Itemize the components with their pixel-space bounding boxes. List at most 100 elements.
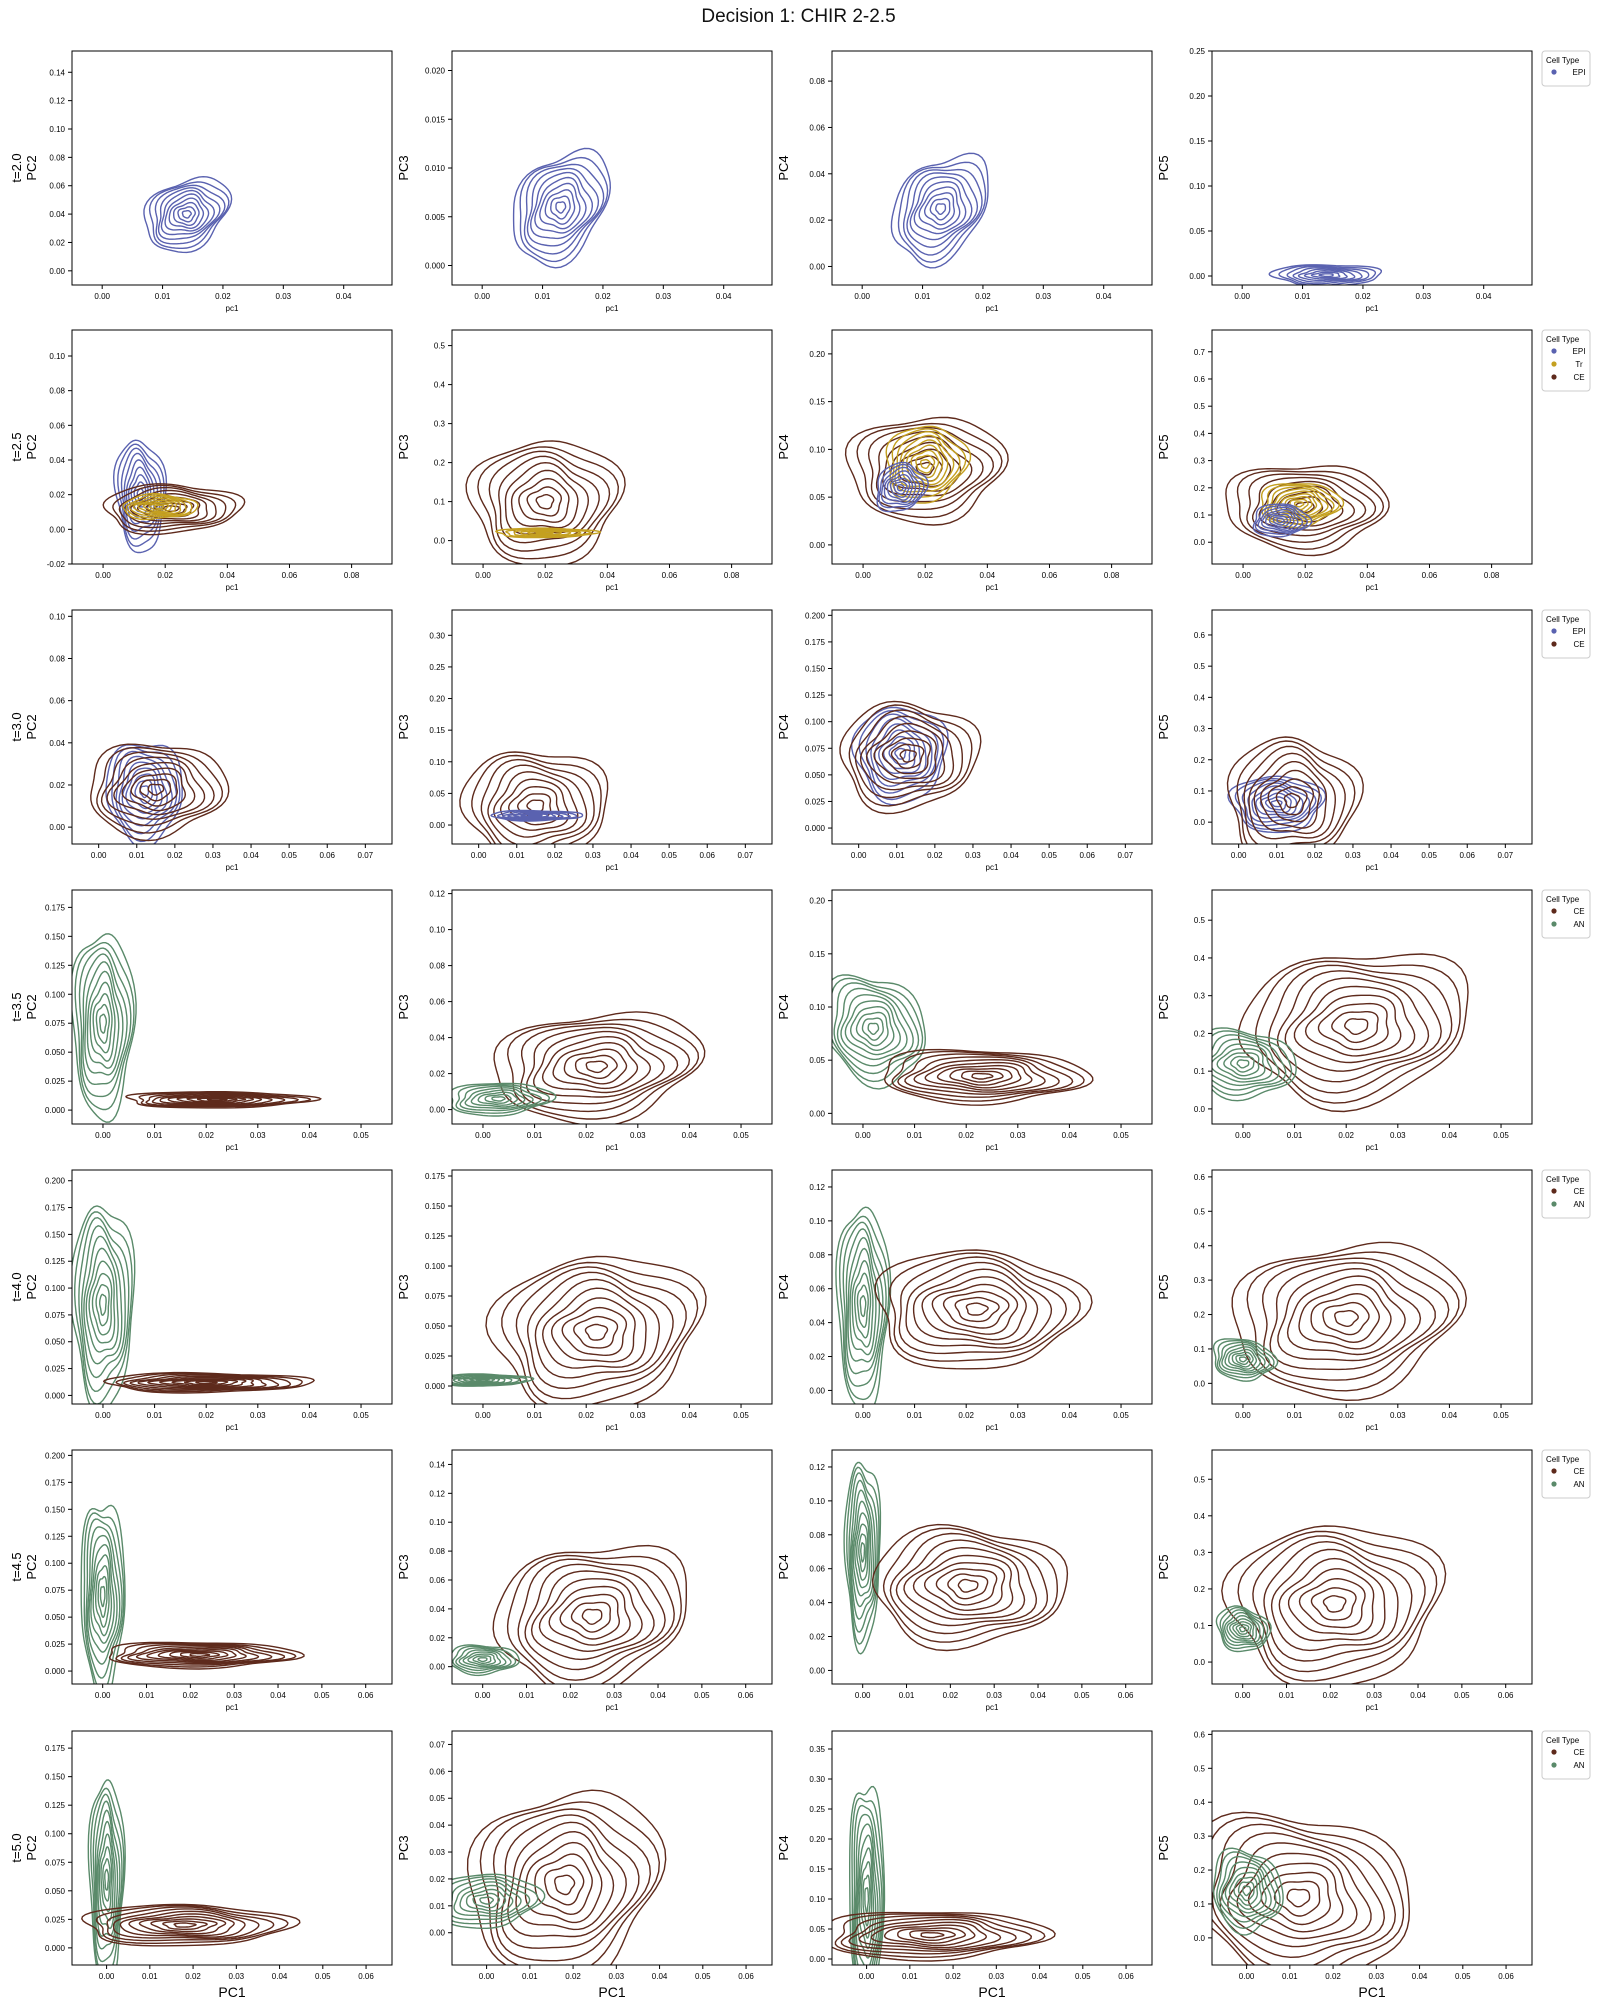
axes-frame bbox=[1211, 329, 1533, 565]
contour-an bbox=[102, 1858, 111, 1902]
subplot-t=5.0-3: 0.00 0.01 0.02 0.03 0.04 0.05 0.06 0.00 0.05 0.10… bbox=[776, 1730, 1153, 2000]
y-tick-label: 0.10 bbox=[809, 1497, 825, 1506]
contour-ce bbox=[137, 1375, 267, 1389]
y-tick-label: 0.5 bbox=[1194, 1764, 1206, 1773]
y-tick-label: 0.4 bbox=[434, 381, 446, 390]
contour-epi bbox=[1286, 265, 1370, 285]
contour-epi bbox=[890, 152, 989, 269]
y-tick-label: 0.1 bbox=[1194, 1622, 1206, 1631]
x-axis-label: pc1 bbox=[226, 1703, 239, 1712]
x-axis-label: pc1 bbox=[606, 1423, 619, 1432]
y-tick-label: 0.000 bbox=[45, 1106, 66, 1115]
contour-an bbox=[80, 1225, 126, 1379]
subplot-t=2.0-2: 0.00 0.01 0.02 0.03 0.04 0.000 0.005 0.010 0.015… bbox=[396, 50, 773, 313]
x-tick-label: 0.01 bbox=[902, 1972, 918, 1981]
contour-epi bbox=[876, 461, 929, 513]
contour-epi bbox=[918, 186, 961, 230]
contour-ce bbox=[146, 1647, 247, 1663]
contour-an bbox=[91, 1272, 113, 1336]
contour-ce bbox=[832, 1911, 1056, 1962]
legend-title: Cell Type bbox=[1546, 895, 1580, 904]
contour-ce bbox=[1236, 740, 1356, 844]
y-tick-label: 0.075 bbox=[45, 1311, 66, 1320]
contour-an bbox=[1215, 1605, 1272, 1653]
contour-epi bbox=[1234, 777, 1323, 830]
y-tick-label: 0.000 bbox=[45, 1667, 66, 1676]
x-tick-label: 0.02 bbox=[1297, 571, 1313, 580]
contour-epi bbox=[1276, 517, 1285, 524]
contour-an bbox=[452, 1373, 535, 1387]
x-tick-label: 0.06 bbox=[1459, 851, 1475, 860]
contour-ce bbox=[526, 486, 563, 517]
x-tick-label: 0.02 bbox=[198, 1411, 214, 1420]
contour-an bbox=[851, 1260, 874, 1348]
legend-marker-an bbox=[1551, 921, 1557, 927]
contour-ce bbox=[574, 1054, 618, 1080]
contour-epi bbox=[883, 470, 917, 504]
y-tick-label: 0.07 bbox=[429, 1740, 445, 1749]
contour-epi bbox=[136, 488, 144, 502]
contour-ce bbox=[1246, 1251, 1460, 1392]
contour-epi bbox=[164, 193, 210, 232]
y-tick-label: 0.075 bbox=[45, 1858, 66, 1867]
contour-an bbox=[836, 987, 914, 1067]
contour-epi bbox=[1268, 513, 1292, 529]
y-tick-label: 0.000 bbox=[425, 1382, 446, 1391]
contour-ce bbox=[904, 1056, 1060, 1095]
y-tick-label: 0.0 bbox=[434, 537, 446, 546]
contour-epi bbox=[1257, 506, 1304, 533]
subplot-t=3.0-2: 0.00 0.01 0.02 0.03 0.04 0.05 0.06 0.07 0.00 0.05… bbox=[396, 609, 773, 872]
contour-ce bbox=[90, 743, 230, 842]
contour-epi bbox=[1252, 503, 1313, 538]
contour-ce bbox=[183, 1379, 229, 1386]
contour-an bbox=[84, 961, 124, 1076]
y-tick-label: 0.14 bbox=[49, 68, 65, 77]
contour-ce bbox=[1322, 1301, 1370, 1336]
x-tick-label: 0.04 bbox=[1030, 1691, 1046, 1700]
y-tick-label: 0.08 bbox=[809, 1531, 825, 1540]
y-tick-label: 0.2 bbox=[1194, 1029, 1206, 1038]
x-tick-label: 0.02 bbox=[563, 1691, 579, 1700]
axes-frame bbox=[451, 889, 773, 1125]
y-tick-label: 0.04 bbox=[429, 1605, 445, 1614]
contour-ce bbox=[147, 783, 165, 796]
y-tick-label: 0.2 bbox=[1194, 1866, 1206, 1875]
y-tick-label: 0.175 bbox=[45, 1744, 66, 1753]
contour-an bbox=[99, 1585, 106, 1608]
x-tick-label: 0.08 bbox=[1104, 571, 1120, 580]
y-tick-label: 0.2 bbox=[1194, 1585, 1206, 1594]
y-tick-label: 0.02 bbox=[429, 1634, 445, 1643]
contour-ce bbox=[139, 778, 172, 802]
contour-ce bbox=[492, 1808, 652, 1962]
contour-ce bbox=[534, 1278, 661, 1379]
y-tick-label: 0.6 bbox=[1194, 631, 1206, 640]
contour-ce bbox=[526, 1271, 674, 1390]
y-tick-label: 0.3 bbox=[434, 420, 446, 429]
x-tick-label: 0.05 bbox=[694, 1691, 710, 1700]
x-tick-label: 0.01 bbox=[915, 292, 931, 301]
x-tick-label: 0.02 bbox=[215, 292, 231, 301]
y-tick-label: 0.12 bbox=[809, 1183, 825, 1192]
x-tick-label: 0.04 bbox=[220, 571, 236, 580]
y-tick-label: 0.06 bbox=[49, 421, 65, 430]
y-tick-label: 0.10 bbox=[809, 1003, 825, 1012]
contour-ce bbox=[554, 1874, 576, 1896]
contour-ce bbox=[883, 1048, 1094, 1106]
contour-ce bbox=[1277, 1267, 1422, 1362]
x-axis-label: PC1 bbox=[1358, 1984, 1385, 2000]
contour-an bbox=[86, 970, 120, 1069]
x-tick-label: 0.06 bbox=[319, 851, 335, 860]
contour-ce bbox=[905, 1261, 1053, 1349]
y-tick-label: 0.04 bbox=[49, 210, 65, 219]
y-tick-label: 0.10 bbox=[809, 1217, 825, 1226]
x-tick-label: 0.01 bbox=[139, 1691, 155, 1700]
legend-label-ce: CE bbox=[1573, 1187, 1584, 1196]
y-tick-label: 0.15 bbox=[1189, 137, 1205, 146]
contour-an bbox=[1218, 1341, 1271, 1376]
y-tick-label: 0.5 bbox=[1194, 916, 1206, 925]
contour-an bbox=[98, 1293, 107, 1316]
axes-frame bbox=[71, 1169, 393, 1405]
y-tick-label: 0.025 bbox=[45, 1365, 66, 1374]
x-axis-label: pc1 bbox=[1366, 583, 1379, 592]
x-tick-label: 0.03 bbox=[1036, 292, 1052, 301]
